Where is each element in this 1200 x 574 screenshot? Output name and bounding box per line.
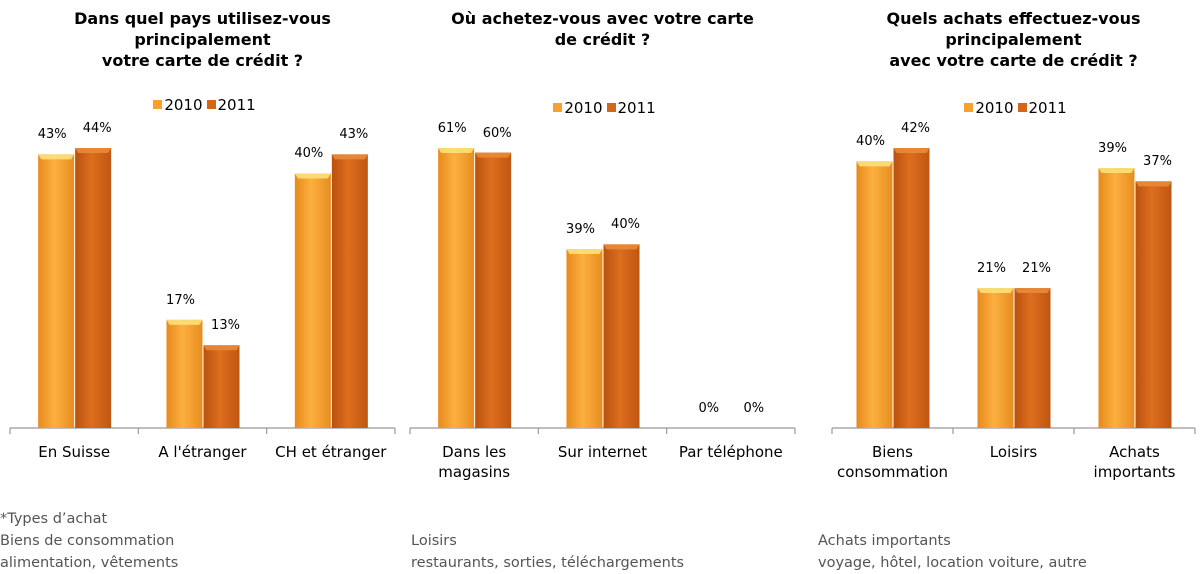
legend-label: 2011 xyxy=(218,96,256,114)
legend-swatch xyxy=(153,100,162,109)
chart-title: Quels achats effectuez-vous principaleme… xyxy=(824,8,1200,71)
bar-cap xyxy=(857,161,893,166)
bar xyxy=(567,249,603,428)
bar xyxy=(204,345,240,428)
bar-cap xyxy=(567,249,603,254)
bar xyxy=(332,154,368,428)
bar-cap xyxy=(1015,288,1051,293)
value-label: 44% xyxy=(77,121,117,136)
bar xyxy=(894,148,930,428)
chart-title: Où achetez-vous avec votre carte de créd… xyxy=(413,8,793,50)
x-tick-label: Achats importants xyxy=(1073,442,1197,482)
value-label: 17% xyxy=(161,293,201,308)
legend-swatch xyxy=(607,103,616,112)
value-label: 40% xyxy=(851,134,891,149)
legend-swatch xyxy=(1018,103,1027,112)
bar-cap xyxy=(75,148,111,153)
x-tick-label: A l'étranger xyxy=(141,442,265,462)
legend-label: 2010 xyxy=(975,99,1013,117)
bar-cap xyxy=(295,173,331,178)
legend: 2010 2011 xyxy=(453,99,753,117)
footnote: Biens de consommation xyxy=(0,530,174,552)
value-label: 39% xyxy=(561,222,601,237)
bar xyxy=(604,244,640,428)
bar xyxy=(1136,181,1172,428)
legend-label: 2011 xyxy=(1029,99,1067,117)
value-label: 37% xyxy=(1138,154,1178,169)
bar-cap xyxy=(204,345,240,350)
bar-cap xyxy=(332,154,368,159)
legend-swatch xyxy=(964,103,973,112)
value-label: 0% xyxy=(689,401,729,416)
bar-cap xyxy=(438,148,474,153)
bar xyxy=(1099,168,1135,428)
value-label: 39% xyxy=(1093,141,1133,156)
bar xyxy=(295,173,331,428)
legend: 2010 2011 xyxy=(53,96,353,114)
x-tick-label: Biens consommation xyxy=(831,442,955,482)
bar xyxy=(857,161,893,428)
bar-cap xyxy=(38,154,74,159)
value-label: 43% xyxy=(334,127,374,142)
value-label: 13% xyxy=(206,318,246,333)
footnote: alimentation, vêtements xyxy=(0,552,178,574)
x-tick-label: En Suisse xyxy=(12,442,136,462)
value-label: 61% xyxy=(432,121,472,136)
bar-cap xyxy=(167,320,203,325)
value-label: 42% xyxy=(896,121,936,136)
footnote: Loisirs xyxy=(411,530,457,552)
footnote: *Types d’achat xyxy=(0,508,107,530)
chart-title: Dans quel pays utilisez-vous principalem… xyxy=(13,8,393,71)
legend-swatch xyxy=(553,103,562,112)
value-label: 21% xyxy=(1017,261,1057,276)
legend-label: 2010 xyxy=(564,99,602,117)
bar-cap xyxy=(475,153,511,158)
footnote: voyage, hôtel, location voiture, autre xyxy=(818,552,1087,574)
bar xyxy=(38,154,74,428)
bar xyxy=(978,288,1014,428)
footnote: Achats importants xyxy=(818,530,951,552)
bar-cap xyxy=(894,148,930,153)
bar xyxy=(167,320,203,428)
value-label: 40% xyxy=(606,217,646,232)
legend-label: 2010 xyxy=(164,96,202,114)
bar xyxy=(75,148,111,428)
bar-cap xyxy=(978,288,1014,293)
legend-label: 2011 xyxy=(618,99,656,117)
bar xyxy=(1015,288,1051,428)
value-label: 43% xyxy=(32,127,72,142)
footnote: restaurants, sorties, téléchargements xyxy=(411,552,684,574)
x-tick-label: Sur internet xyxy=(541,442,665,462)
bar xyxy=(475,153,511,428)
bar-cap xyxy=(1099,168,1135,173)
x-tick-label: Dans les magasins xyxy=(412,442,536,482)
bar-cap xyxy=(604,244,640,249)
x-tick-label: CH et étranger xyxy=(269,442,393,462)
legend: 2010 2011 xyxy=(864,99,1164,117)
bar-cap xyxy=(1136,181,1172,186)
value-label: 40% xyxy=(289,146,329,161)
bar xyxy=(438,148,474,428)
value-label: 0% xyxy=(734,401,774,416)
value-label: 21% xyxy=(972,261,1012,276)
legend-swatch xyxy=(207,100,216,109)
x-tick-label: Par téléphone xyxy=(669,442,793,462)
x-tick-label: Loisirs xyxy=(952,442,1076,462)
value-label: 60% xyxy=(477,126,517,141)
